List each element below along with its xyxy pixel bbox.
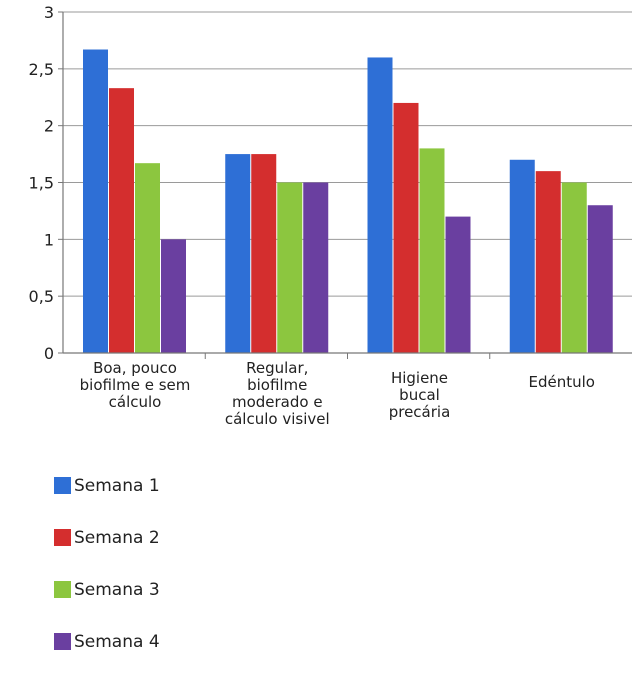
y-tick-label: 1 [44, 230, 54, 249]
bar [161, 239, 186, 353]
legend-label: Semana 2 [74, 527, 160, 548]
axes [62, 12, 632, 359]
bars [83, 49, 613, 353]
legend-item-semana-1: Semana 1 [54, 472, 160, 499]
y-tick-label: 0 [44, 344, 54, 363]
legend-swatch [54, 633, 71, 650]
legend-item-semana-4: Semana 4 [54, 628, 160, 655]
legend-label: Semana 1 [74, 475, 160, 496]
y-tick-label: 2 [44, 117, 54, 136]
category-labels: Boa, pouco biofilme e sem cálculo Regular, b… [80, 359, 595, 428]
bar [561, 182, 587, 353]
legend-label: Semana 4 [74, 631, 160, 652]
x-category-label: Edéntulo [529, 373, 595, 391]
y-tick-label: 1,5 [29, 174, 54, 193]
bar [445, 216, 471, 353]
y-tick-label: 0,5 [29, 287, 54, 306]
legend-label: Semana 3 [74, 579, 160, 600]
bar [251, 154, 277, 353]
bar-chart: 0 0,5 1 1,5 2 2,5 3 Boa, pouco biofilme e sem cá… [29, 3, 632, 428]
x-category-label: Higiene bucal precária [389, 369, 451, 421]
legend-swatch [54, 581, 71, 598]
bar [367, 57, 393, 353]
bar [109, 88, 134, 353]
legend-item-semana-3: Semana 3 [54, 576, 160, 603]
y-tick-label: 2,5 [29, 60, 54, 79]
legend: Semana 1 Semana 2 Semana 3 Semana 4 [54, 472, 160, 680]
bar [509, 159, 535, 353]
bar [83, 49, 108, 353]
legend-swatch [54, 529, 71, 546]
bar [225, 154, 251, 353]
bar [135, 163, 160, 353]
y-tick-label: 3 [44, 3, 54, 22]
bar [535, 171, 561, 353]
bar [277, 182, 303, 353]
x-category-label: Regular, biofilme moderado e cálculo visive… [225, 359, 330, 428]
bar [419, 148, 445, 353]
y-axis-ticks: 0 0,5 1 1,5 2 2,5 3 [29, 3, 63, 363]
legend-item-semana-2: Semana 2 [54, 524, 160, 551]
bar [587, 205, 613, 353]
x-category-label: Boa, pouco biofilme e sem cálculo [80, 359, 191, 411]
bar [393, 102, 419, 353]
bar [303, 182, 329, 353]
legend-swatch [54, 477, 71, 494]
